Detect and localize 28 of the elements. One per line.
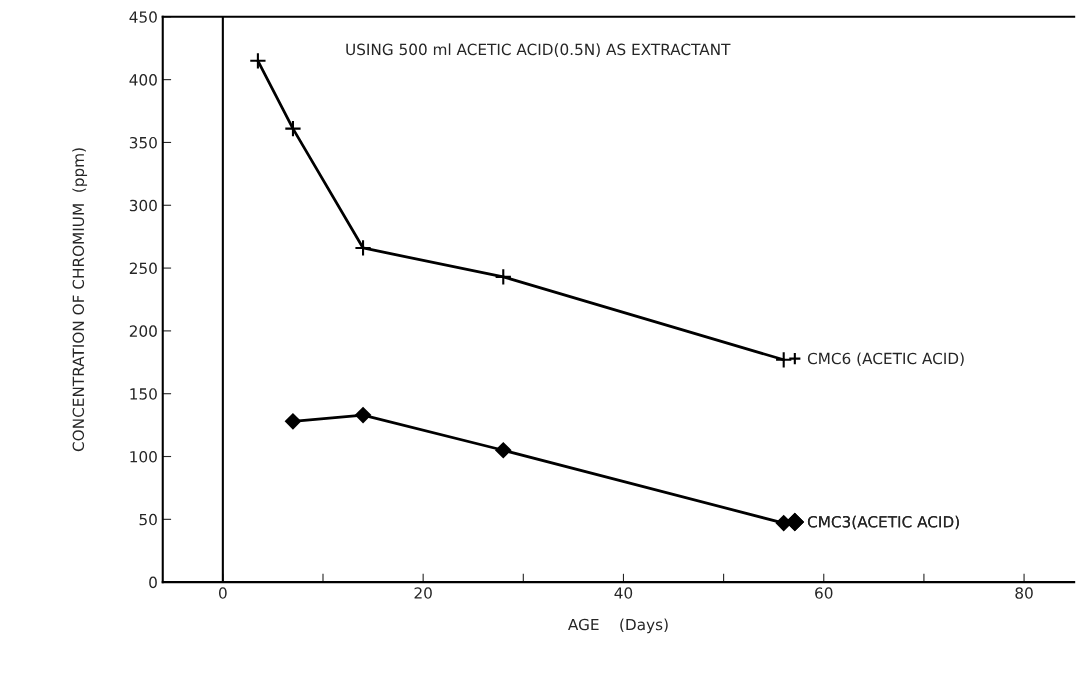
y-tick-label: 100 [130,450,157,463]
x-tick-label: 40 [614,587,633,599]
x-tick-label: 0 [218,587,227,599]
point [775,351,793,369]
point [495,442,512,459]
legend-label: CMC6 (ACETIC ACID) [807,352,964,367]
y-tick-label: 50 [139,513,157,526]
y-tick-label: 250 [129,262,157,275]
y-tick-label: 0 [149,576,157,589]
point [354,239,372,257]
point [285,413,301,430]
y-tick-label: 450 [129,11,157,23]
y-axis-title: CONCENTRATION OF CHROMIUM (ppm) [72,148,88,452]
x-tick-label: 60 [815,587,833,599]
x-tick-label: 80 [1015,587,1033,599]
point [249,52,267,70]
y-tick-label: 350 [129,136,157,149]
annotation: USING 500 ml ACETIC ACID(0.5N) AS EXTRACTANT [346,43,731,57]
point [284,119,302,138]
x-tick-label: 20 [414,587,432,599]
point [355,407,371,423]
y-tick-label: 400 [129,74,157,86]
legend-label: CMC3(ACETIC ACID) [807,515,959,530]
y-tick-label: 150 [130,388,157,400]
x-axis-title: AGE (Days) [568,618,668,634]
y-tick-label: 300 [129,199,157,212]
y-tick-label: 200 [129,325,157,337]
point [494,268,512,286]
